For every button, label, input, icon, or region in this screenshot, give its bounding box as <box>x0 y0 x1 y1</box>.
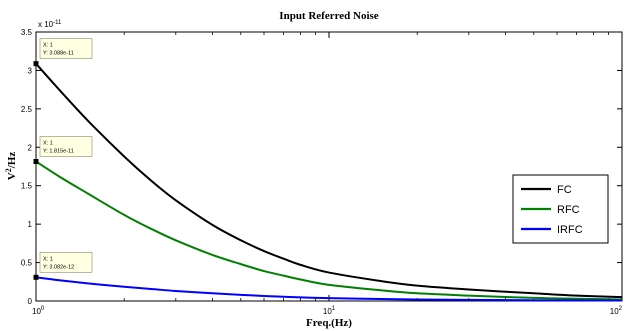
datatips: X: 1 Y: 3.088e-11 X: 1 Y: 1.815e-11 X: 1 Y: 3… <box>33 38 93 280</box>
datatip-x: X: 1 <box>43 256 53 262</box>
y-tick-label: 0 <box>28 297 33 306</box>
y-tick-label: 0.5 <box>21 259 33 268</box>
datatip-x: X: 1 <box>43 141 53 147</box>
datatip-box <box>39 136 93 157</box>
x-tick-label: 102 <box>610 306 623 316</box>
x-tick-label: 100 <box>32 306 45 316</box>
datatip-x: X: 1 <box>43 43 53 49</box>
y-multiplier: x 10-11 <box>38 20 62 29</box>
legend-label-irfc: IRFC <box>557 224 583 236</box>
series-line-rfc <box>35 160 623 301</box>
y-axis-label: V2/Hz <box>4 152 18 181</box>
datatip-y: Y: 1.815e-11 <box>43 149 74 155</box>
y-axis: 0 0.5 1 1.5 2 2.5 3 3.5 <box>21 28 622 306</box>
datatip-y: Y: 3.088e-11 <box>43 51 74 57</box>
series-lines <box>35 63 623 302</box>
y-tick-label: 3.5 <box>21 28 33 37</box>
y-tick-label: 1.5 <box>21 182 33 191</box>
y-tick-label: 3 <box>28 66 33 75</box>
y-tick-label: 2.5 <box>21 105 33 114</box>
chart-title: Input Referred Noise <box>279 10 379 22</box>
plot-area <box>35 31 623 302</box>
legend-label-fc: FC <box>557 184 572 196</box>
datatip-marker <box>33 61 39 67</box>
datatip-box <box>39 38 93 59</box>
y-tick-label: 2 <box>28 143 33 152</box>
x-tick-label: 101 <box>323 306 336 316</box>
series-line-fc <box>35 63 623 299</box>
x-axis-label: Freq.(Hz) <box>306 317 352 329</box>
legend-label-rfc: RFC <box>557 204 580 216</box>
y-tick-label: 1 <box>28 220 33 229</box>
datatip-marker <box>33 159 39 165</box>
datatip-y: Y: 3.082e-12 <box>43 264 74 270</box>
datatip-box <box>39 252 93 273</box>
series-line-irfc <box>35 276 623 302</box>
datatip-marker <box>33 274 39 280</box>
legend: FC RFC IRFC <box>512 174 609 244</box>
